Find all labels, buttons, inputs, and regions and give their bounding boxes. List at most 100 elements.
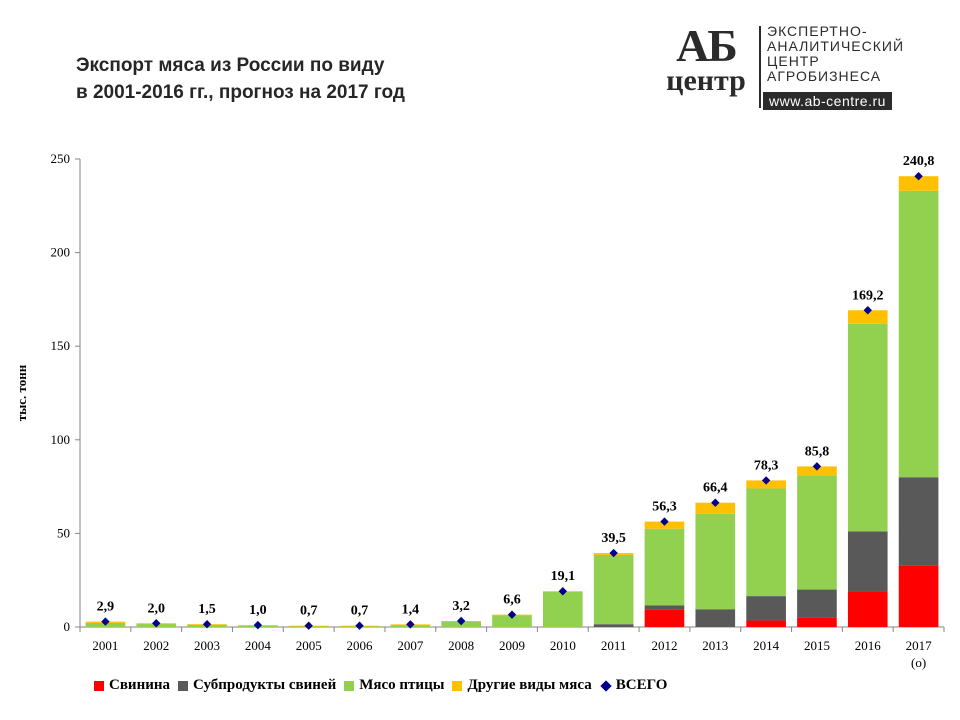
total-data-label: 85,8 [805,444,830,459]
x-tick-label: 2002 [143,638,169,653]
legend-swatch-pork-offal [178,680,189,691]
total-marker [914,172,923,181]
total-marker [304,621,313,630]
x-tick-label: 2012 [651,638,677,653]
x-tick-sublabel: (о) [911,655,926,670]
total-data-label: 66,4 [703,481,728,496]
x-tick-label: 2015 [804,638,830,653]
bar-segment-poultry [644,528,685,606]
logo-text-line: АГРОБИЗНЕСА [767,68,882,84]
total-marker [355,621,364,630]
legend-label-pork: Свинина [109,677,171,693]
total-data-label: 19,1 [551,569,576,584]
y-tick-label: 200 [51,245,71,260]
total-data-label: 240,8 [903,154,935,169]
bar-segment-poultry [695,513,736,610]
total-marker [711,498,720,507]
logo-divider [759,26,761,108]
total-marker [253,620,263,630]
bar-segment-poultry [492,615,532,627]
bar-segment-other-meat [847,310,888,324]
legend-label-total: ВСЕГО [615,677,668,693]
x-tick-label: 2016 [855,638,882,653]
y-axis-label: тыс. тонн [14,364,29,421]
logo-mark-bottom: центр [666,64,746,97]
ab-centre-logo: АБ центр ЭКСПЕРТНО- АНАЛИТИЧЕСКИЙ ЦЕНТР … [655,22,935,114]
legend-item-pork-offal: Субпродукты свиней [178,677,336,694]
legend-item-poultry: Мясо птицы [344,677,444,694]
bar-segment-poultry [797,475,837,590]
total-marker [507,610,517,619]
total-marker [406,620,415,629]
x-tick-label: 2004 [245,638,272,653]
bar-segment-other-meat [898,176,939,191]
total-marker [558,587,568,596]
total-data-label: 0,7 [300,604,318,619]
bar-segment-poultry [847,323,888,532]
y-tick-label: 100 [51,432,71,447]
y-tick-label: 150 [51,338,71,353]
bar-segment-pork [644,609,685,627]
x-tick-label: 2009 [499,638,525,653]
bar-segment-pork-offal [593,624,634,627]
total-data-label: 39,5 [601,531,626,546]
chart-title: Экспорт мяса из России по виду в 2001-20… [76,52,405,106]
bar-segment-pork [898,565,939,627]
total-data-label: 1,4 [402,602,420,617]
x-tick-label: 2007 [397,638,424,653]
total-marker [863,306,872,315]
y-tick-label: 250 [51,151,71,166]
bar-segment-pork-offal [644,605,685,610]
bar-segment-other-meat [695,502,736,514]
total-data-label: 2,0 [147,601,165,616]
legend-label-pork-offal: Субпродукты свиней [193,677,337,693]
total-marker [761,476,771,485]
y-tick-label: 50 [57,525,70,540]
x-tick-label: 2003 [194,638,220,653]
legend-item-pork: Свинина [94,677,170,694]
total-data-label: 6,6 [503,593,521,608]
x-tick-label: 2013 [702,638,728,653]
total-data-label: 1,5 [198,602,216,617]
total-marker [812,462,822,471]
total-data-label: 169,2 [852,288,884,303]
bar-segment-pork-offal [746,596,786,621]
chart-title-line-1: Экспорт мяса из России по виду [76,55,385,76]
total-data-label: 1,0 [249,603,267,618]
logo-mark: АБ центр [661,20,751,97]
legend-swatch-other-meat [452,680,463,691]
legend-item-total: ВСЕГО [600,677,668,694]
total-data-label: 0,7 [351,604,369,619]
total-marker [152,619,161,628]
legend-item-other-meat: Другие виды мяса [452,677,592,694]
x-tick-label: 2008 [448,638,474,653]
total-data-label: 56,3 [652,500,677,515]
logo-text-line: АНАЛИТИЧЕСКИЙ [767,38,905,54]
bar-segment-pork-offal [695,609,736,627]
x-tick-label: 2017 [906,638,933,653]
bar-segment-pork [847,591,888,627]
total-data-label: 78,3 [754,458,779,473]
bar-segment-pork-offal [898,477,939,566]
x-tick-label: 2005 [296,638,322,653]
logo-url: www.ab-centre.ru [763,92,892,110]
bar-segment-poultry [593,554,634,625]
bar-segment-poultry [898,190,939,478]
total-marker [456,616,466,626]
x-tick-label: 2014 [753,638,780,653]
chart-title-line-2: в 2001-2016 гг., прогноз на 2017 год [76,82,405,103]
total-marker [202,619,212,629]
bar-segment-pork-offal [847,531,888,592]
logo-mark-top: АБ [676,20,738,71]
x-tick-label: 2006 [347,638,374,653]
x-tick-label: 2001 [92,638,118,653]
bar-segment-pork [797,617,837,627]
total-data-label: 3,2 [452,599,470,614]
logo-text-line: ЦЕНТР [767,53,820,69]
bar-segment-other-meat [797,466,837,476]
legend-swatch-poultry [344,680,355,691]
legend-label-poultry: Мясо птицы [359,677,445,693]
legend-label-other-meat: Другие виды мяса [467,677,592,693]
chart-legend: Свинина Субпродукты свиней Мясо птицы Др… [94,677,675,694]
